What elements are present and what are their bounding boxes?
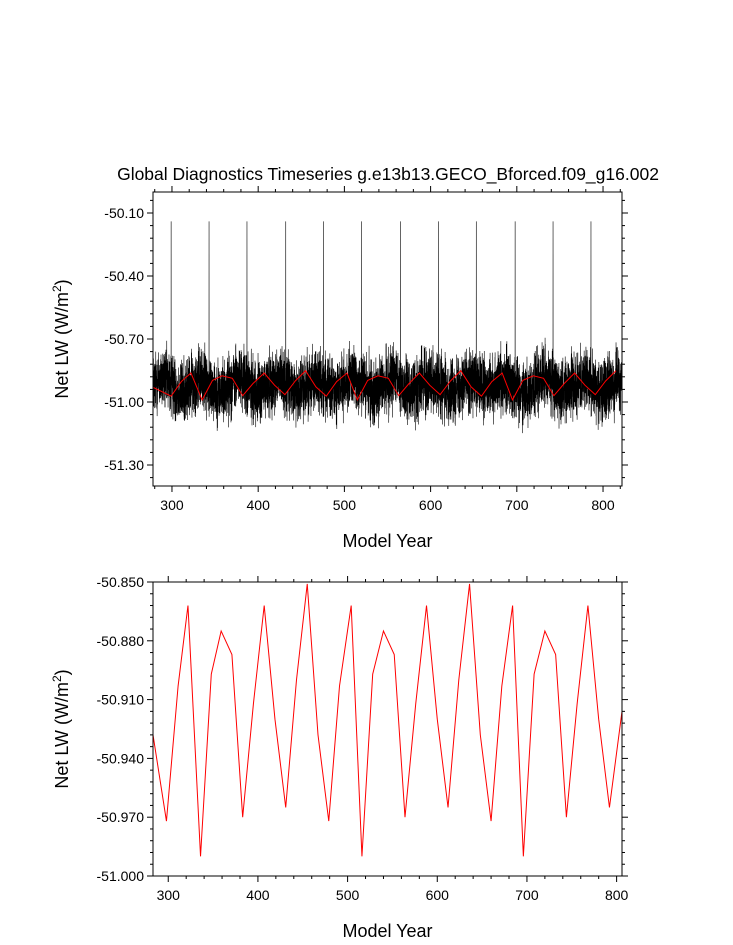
- plot-frame: [152, 581, 623, 877]
- y-tick-label: -50.910: [97, 692, 145, 708]
- x-tick-label: 500: [336, 887, 360, 903]
- x-axis-label: Model Year: [342, 921, 432, 941]
- monthly-series-line: [153, 221, 622, 434]
- y-tick-label: -50.40: [104, 268, 144, 284]
- x-tick-label: 400: [247, 497, 271, 513]
- x-tick-label: 300: [157, 887, 181, 903]
- x-tick-label: 300: [160, 497, 184, 513]
- chart-title: Global Diagnostics Timeseries g.e13b13.G…: [117, 164, 659, 185]
- y-tick-label: -51.00: [104, 394, 144, 410]
- x-axis-label: Model Year: [342, 531, 432, 551]
- y-tick-label: -50.850: [97, 574, 145, 590]
- plot-frame: [152, 191, 623, 487]
- y-axis-label: Net LW (W/m2): [50, 279, 72, 398]
- y-tick-label: -50.70: [104, 331, 144, 347]
- x-tick-label: 500: [333, 497, 357, 513]
- y-tick-label: -51.30: [104, 457, 144, 473]
- y-tick-label: -50.880: [97, 633, 145, 649]
- top-panel: 300 400 500 600 700 800 -51.30 -51.00 -50.70 -50.…: [50, 186, 628, 551]
- annual-series-line: [153, 583, 622, 857]
- y-tick-label: -51.000: [97, 868, 145, 884]
- y-axis-label: Net LW (W/m2): [50, 669, 72, 788]
- annual-series-line: [153, 369, 617, 402]
- x-tick-label: 600: [426, 887, 450, 903]
- y-tick-label: -50.940: [97, 750, 145, 766]
- x-tick-label: 700: [505, 497, 529, 513]
- x-tick-label: 800: [605, 887, 629, 903]
- x-tick-label: 400: [246, 887, 270, 903]
- x-tick-label: 800: [591, 497, 615, 513]
- bottom-panel: 300 400 500 600 700 800 -51.000 -50.970 -50.940 -…: [50, 574, 629, 941]
- y-tick-label: -50.970: [97, 809, 145, 825]
- y-tick-label: -50.10: [104, 205, 144, 221]
- x-tick-label: 700: [515, 887, 539, 903]
- x-tick-label: 600: [419, 497, 443, 513]
